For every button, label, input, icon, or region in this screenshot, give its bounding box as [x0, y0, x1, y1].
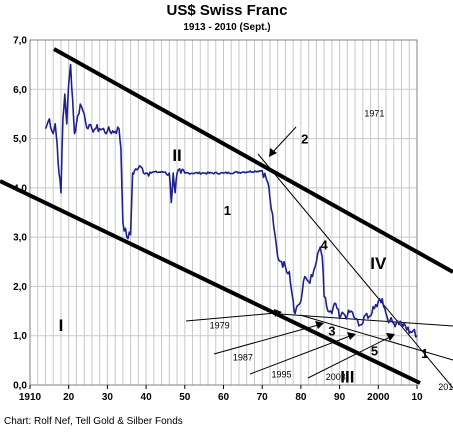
- arrow-1971: [271, 126, 297, 154]
- wave-label-roman: II: [172, 146, 181, 165]
- y-tick-label: 0,0: [13, 381, 27, 392]
- arrow-1995-head: [347, 332, 356, 340]
- trendlines: [0, 47, 453, 389]
- x-tick-label: 50: [179, 392, 191, 403]
- year-annotation: 2003: [326, 372, 346, 382]
- y-tick-label: 6,0: [13, 85, 27, 96]
- arrow-1995: [249, 335, 351, 375]
- y-tick-label: 3,0: [13, 233, 27, 244]
- wave-label-small: 3: [328, 324, 335, 339]
- x-tick-label: 40: [141, 392, 153, 403]
- x-tick-label: 90: [334, 392, 346, 403]
- wave-label-small: 4: [321, 237, 329, 252]
- y-tick-label: 5,0: [13, 134, 27, 145]
- x-axis: 1910 20 30 40 50 60 70 80 90 2000 10: [19, 385, 423, 403]
- wave-label-roman: III: [340, 368, 354, 387]
- wave-labels: IIIIIIIVV1243512319711979198719952003201…: [59, 108, 453, 392]
- thin-trendline-1971: [257, 153, 453, 389]
- wave-label-small: 2: [301, 132, 308, 147]
- wave-label-roman: IV: [370, 254, 387, 273]
- x-tick-label: 1910: [19, 392, 42, 403]
- y-axis: 0,01,02,03,04,05,06,07,0: [13, 36, 27, 392]
- lower-channel-line: [0, 179, 421, 385]
- wave-label-small: 5: [371, 343, 378, 358]
- year-annotation: 1971: [364, 108, 384, 118]
- x-tick-label: 10: [411, 392, 423, 403]
- x-tick-label: 2000: [367, 392, 390, 403]
- arrow-1979-head: [274, 309, 282, 317]
- wave-label-small: 1: [421, 346, 428, 361]
- chart-subtitle: 1913 - 2010 (Sept.): [183, 22, 270, 33]
- thin-trendline-1979: [279, 313, 453, 327]
- chart-title: US$ Swiss Franc: [167, 2, 288, 19]
- y-tick-label: 1,0: [13, 331, 27, 342]
- chart-source: Chart: Rolf Nef, Tell Gold & Silber Fond…: [4, 416, 183, 427]
- arrow-1987: [213, 324, 319, 355]
- year-annotation: 1987: [233, 352, 253, 362]
- thin-trendline-1987: [299, 314, 453, 361]
- x-tick-label: 20: [63, 392, 75, 403]
- usd-chf-series-line: [44, 63, 418, 338]
- arrow-2003-head: [386, 333, 395, 341]
- x-tick-label: 80: [295, 392, 307, 403]
- x-tick-label: 70: [257, 392, 269, 403]
- arrow-1979: [185, 312, 277, 322]
- y-tick-label: 7,0: [13, 36, 27, 47]
- annotation-arrows: [185, 126, 395, 379]
- year-annotation: 2011: [438, 382, 453, 392]
- upper-channel-line: [53, 47, 453, 274]
- arrow-1987-head: [315, 321, 324, 329]
- wave-label-roman: I: [59, 316, 64, 335]
- year-annotation: 1995: [272, 370, 292, 380]
- arrow-1971-head: [269, 148, 277, 157]
- wave-label-small: 1: [224, 203, 231, 218]
- year-annotation: 1979: [210, 320, 230, 330]
- y-tick-label: 2,0: [13, 282, 27, 293]
- x-tick-label: 30: [102, 392, 114, 403]
- arrow-2003: [307, 336, 391, 379]
- x-tick-label: 60: [218, 392, 230, 403]
